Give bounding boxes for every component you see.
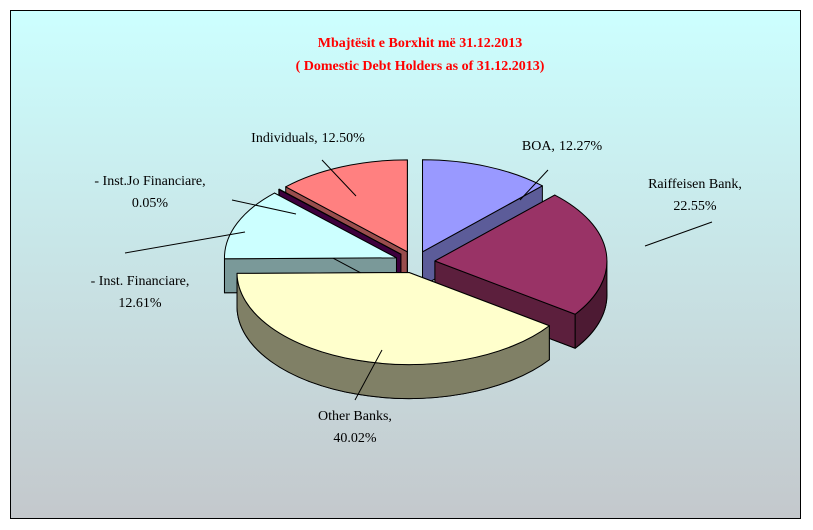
slice (285, 159, 408, 253)
labels: BOA, 12.27% Raiffeisen Bank, 22.55% Other Ba… (91, 131, 742, 446)
slice (236, 271, 550, 365)
slice (278, 188, 402, 255)
data-label: Individuals, 12.50% (251, 131, 365, 146)
leader-line (519, 169, 549, 201)
label-name: Other Banks, (318, 409, 392, 424)
data-label: - Inst. Financiare, 12.61% (91, 274, 190, 311)
data-label: Raiffeisen Bank, 22.55% (648, 177, 742, 214)
slice (434, 194, 608, 315)
label-value: 22.55% (673, 199, 717, 214)
leader-line (354, 349, 383, 401)
slice (223, 192, 397, 260)
leader-line (644, 221, 713, 247)
data-label: - Inst.Jo Financiare, 0.05% (94, 174, 205, 211)
label-value: 12.61% (118, 296, 162, 311)
label-name: Raiffeisen Bank, (648, 177, 742, 192)
leader-line (124, 231, 246, 254)
pie (223, 159, 608, 399)
label-name: BOA, (522, 139, 555, 154)
leader-line (231, 199, 297, 215)
label-value: 0.05% (132, 196, 169, 211)
label-name: - Inst.Jo Financiare, (94, 174, 205, 189)
label-value: 12.27% (559, 139, 603, 154)
label-value: 12.50% (322, 131, 366, 146)
leader-line (321, 159, 357, 197)
label-name: Individuals, (251, 131, 318, 146)
chart-subtitle: ( Domestic Debt Holders as of 31.12.2013… (296, 59, 545, 74)
data-label: BOA, 12.27% (522, 139, 603, 154)
data-label: Other Banks, 40.02% (318, 409, 392, 446)
label-name: - Inst. Financiare, (91, 274, 190, 289)
chart-title: Mbajtësit e Borxhit më 31.12.2013 (318, 36, 523, 51)
label-value: 40.02% (333, 431, 377, 446)
